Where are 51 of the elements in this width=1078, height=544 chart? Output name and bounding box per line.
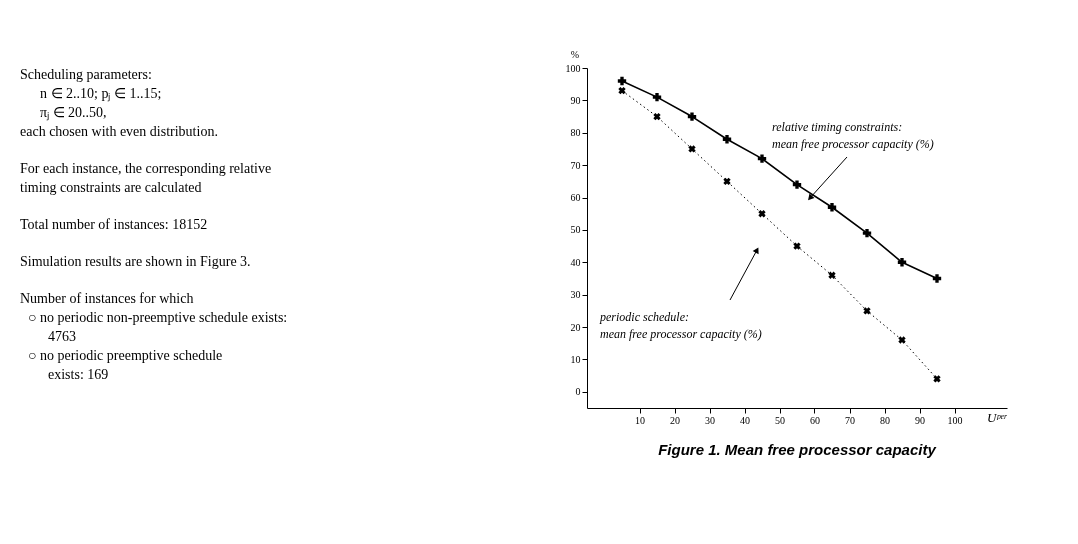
- point: [652, 92, 662, 102]
- y-tick-label: 50: [570, 224, 581, 236]
- annotation: periodic schedule: mean free processor capacity (%): [599, 310, 762, 341]
- y-tick-label: 10: [570, 353, 581, 365]
- x-tick-label: 30: [705, 414, 715, 426]
- y-tick-label: 30: [570, 289, 581, 301]
- point: [687, 112, 697, 121]
- point: [863, 307, 871, 315]
- y-tick-label: 70: [570, 159, 581, 171]
- y-tick-label: 60: [570, 192, 581, 204]
- point: [862, 228, 872, 238]
- point: [933, 375, 941, 383]
- text: Simulation results are shown in Figure 3.: [20, 254, 251, 269]
- x-tick-label: 50: [775, 414, 785, 426]
- y-axis-title: %: [570, 49, 580, 60]
- point: [617, 76, 627, 86]
- point: [757, 154, 767, 163]
- x-tick-label: 80: [880, 414, 890, 426]
- point: [618, 87, 626, 95]
- y-tick-label: 90: [570, 94, 581, 106]
- point: [722, 135, 732, 144]
- x-tick-label: 60: [810, 414, 820, 426]
- point: [793, 242, 801, 250]
- x-tick-label: 90: [915, 414, 925, 426]
- y-tick-label: 20: [570, 321, 581, 333]
- point: [653, 112, 661, 121]
- point: [897, 258, 907, 267]
- text: Number of instances for which ○ no periodic non-preemptive schedule exists: 4763 ○ no periodic preemptive schedule exists: 169: [20, 291, 288, 382]
- point: [688, 145, 696, 153]
- point: [828, 271, 836, 279]
- y-tick-label: 100: [565, 62, 581, 74]
- x-tick-label: 40: [740, 414, 750, 426]
- x-tick-label: 100: [947, 414, 963, 426]
- x-tick-label: 10: [635, 414, 645, 426]
- y-tick-label: 40: [570, 256, 581, 268]
- text: Scheduling parameters: n ∈ 2..10; pⱼ ∈ 1..15; πⱼ ∈ 20..50, each chosen with even distribution.: [20, 67, 218, 139]
- point: [932, 274, 942, 283]
- y-tick-label: 80: [570, 127, 581, 139]
- x-tick-label: 70: [845, 414, 855, 426]
- x-axis-title: Uᵖᵉʳ: [987, 410, 1008, 425]
- annotation: relative timing constraints: mean free processor capacity (%): [772, 120, 934, 151]
- text: Figure 1. Mean free processor capacity: [658, 441, 937, 458]
- text: For each instance, the corresponding relative timing constraints are calculated: [20, 161, 272, 195]
- point: [827, 203, 837, 212]
- point: [758, 210, 766, 218]
- text: Total number of instances: 18152: [20, 217, 208, 232]
- point: [898, 336, 906, 344]
- y-tick-label: 0: [575, 386, 581, 398]
- x-tick-label: 20: [670, 414, 680, 426]
- point: [723, 177, 731, 185]
- point: [792, 180, 802, 189]
